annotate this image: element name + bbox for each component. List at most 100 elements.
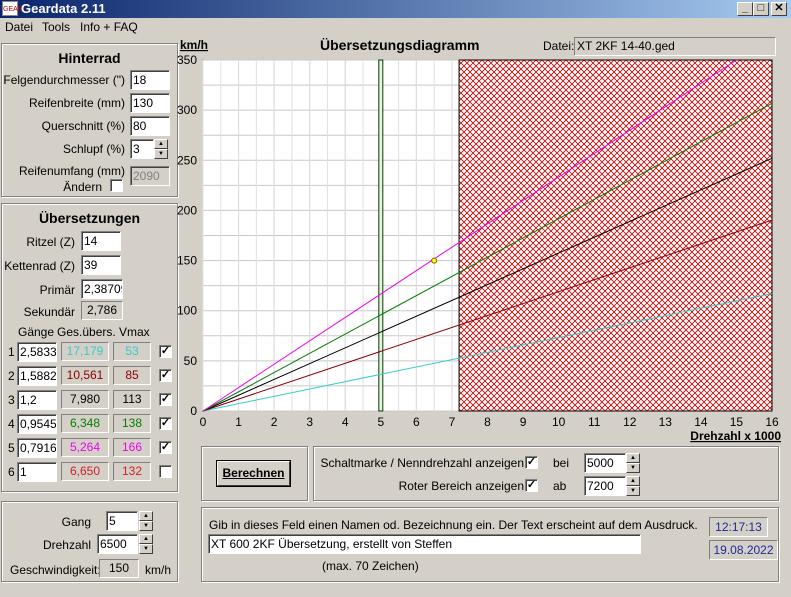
bei-spinner[interactable]: ▲ ▼ — [626, 453, 640, 473]
spin-up-icon[interactable]: ▲ — [626, 476, 640, 486]
gear-number: 2 — [8, 369, 15, 383]
breite-input[interactable]: 130 — [130, 93, 170, 113]
x-tick-label: 10 — [552, 415, 566, 429]
kettenrad-input[interactable]: 39 — [81, 255, 121, 275]
x-tick-label: 13 — [659, 415, 673, 429]
gear-number: 5 — [8, 441, 15, 455]
gang-spinner[interactable]: ▲ ▼ — [139, 511, 153, 531]
spin-down-icon[interactable]: ▼ — [139, 544, 153, 554]
bei-input[interactable]: 5000 — [584, 453, 626, 473]
y-tick-label: 0 — [190, 404, 197, 418]
schlupf-spinner[interactable]: ▲ ▼ — [154, 139, 168, 159]
uebersetzungs-chart: 0 1 2 3 4 5 6 7 8 9 10 11 12 13 14 15 160501001502002503… — [177, 38, 781, 443]
menu-info-faq[interactable]: Info + FAQ — [80, 20, 138, 34]
window-title: Geardata 2.11 — [21, 1, 106, 16]
schaltmarke-label: Schaltmarke / Nenndrehzahl anzeigen — [320, 456, 524, 470]
spin-down-icon[interactable]: ▼ — [139, 521, 153, 531]
y-tick-label: 250 — [177, 153, 197, 167]
felge-input[interactable]: 18 — [130, 70, 170, 90]
primaer-input[interactable]: 2,38709 — [81, 279, 123, 299]
col-vmax: Vmax — [119, 325, 150, 339]
gang-input[interactable]: 5 — [106, 511, 138, 531]
col-ges-uebers: Ges.übers. — [57, 325, 116, 339]
sekundaer-value: 2,786 — [81, 301, 123, 320]
time-display: 12:17:13 — [709, 517, 768, 537]
datei-value: XT 2KF 14-40.ged — [574, 37, 776, 56]
rot-checkbox[interactable]: ✓ — [525, 479, 538, 492]
umfang-label: Reifenumfang (mm) — [18, 164, 125, 178]
x-tick-label: 8 — [484, 415, 491, 429]
close-button[interactable]: ✕ — [771, 2, 787, 16]
drehzahl-spinner[interactable]: ▲ ▼ — [139, 534, 153, 554]
spin-down-icon[interactable]: ▼ — [626, 463, 640, 473]
gear-vmax-value: 53 — [113, 342, 151, 361]
x-tick-label: 11 — [588, 415, 601, 429]
x-axis-label: Drehzahl x 1000 — [690, 429, 781, 443]
y-tick-label: 300 — [177, 103, 197, 117]
spin-down-icon[interactable]: ▼ — [154, 149, 168, 159]
gear-checkbox[interactable]: ✓ — [159, 369, 172, 382]
x-tick-label: 2 — [271, 415, 278, 429]
gear-ges-value: 10,561 — [61, 366, 109, 385]
ab-input[interactable]: 7200 — [584, 476, 626, 496]
title-bar: GEAR Geardata 2.11 _ □ ✕ — [0, 0, 791, 18]
geschw-label: Geschwindigkeit: — [10, 563, 101, 577]
hint-text: Gib in dieses Feld einen Namen od. Bezei… — [209, 518, 698, 532]
x-tick-label: 3 — [306, 415, 313, 429]
max-text: (max. 70 Zeichen) — [322, 559, 419, 573]
x-tick-label: 4 — [342, 415, 349, 429]
schlupf-input[interactable]: 3 — [130, 139, 154, 159]
gear-ratio-input[interactable]: 1,58823 — [17, 366, 57, 386]
schlupf-label: Schlupf (%) — [62, 142, 125, 156]
maximize-button[interactable]: □ — [753, 2, 769, 16]
spin-up-icon[interactable]: ▲ — [626, 453, 640, 463]
menu-datei[interactable]: Datei — [5, 20, 34, 34]
shift-mark — [378, 59, 384, 412]
x-tick-label: 7 — [449, 415, 456, 429]
spin-up-icon[interactable]: ▲ — [139, 534, 153, 544]
gear-ratio-input[interactable]: 1,2 — [17, 390, 57, 410]
uebersetzungen-group: Übersetzungen Ritzel (Z) 14 Kettenrad (Z… — [1, 203, 178, 492]
spin-up-icon[interactable]: ▲ — [139, 511, 153, 521]
gear-checkbox[interactable]: ✓ — [159, 441, 172, 454]
gear-ratio-input[interactable]: 0,79166 — [17, 438, 57, 458]
felge-label: Felgendurchmesser (") — [3, 73, 125, 87]
gear-vmax-value: 85 — [113, 366, 151, 385]
gear-checkbox[interactable]: ✓ — [159, 345, 172, 358]
querschnitt-input[interactable]: 80 — [130, 116, 170, 136]
drehzahl-input[interactable]: 6500 — [97, 534, 138, 554]
ab-spinner[interactable]: ▲ ▼ — [626, 476, 640, 496]
spin-up-icon[interactable]: ▲ — [154, 139, 168, 149]
gear-ratio-input[interactable]: 2,58333 — [17, 342, 57, 362]
gear-ges-value: 17,179 — [61, 342, 109, 361]
berechnen-button[interactable]: Berechnen — [217, 461, 290, 486]
menu-tools[interactable]: Tools — [42, 20, 71, 34]
y-tick-label: 100 — [177, 304, 197, 318]
umfang-input: 2090 — [130, 166, 170, 186]
gear-checkbox[interactable] — [159, 465, 172, 478]
x-tick-label: 15 — [730, 415, 744, 429]
gear-checkbox[interactable]: ✓ — [159, 393, 172, 406]
gear-checkbox[interactable]: ✓ — [159, 417, 172, 430]
col-gaenge: Gänge — [18, 325, 55, 339]
marker-point — [431, 257, 438, 264]
minimize-button[interactable]: _ — [737, 2, 753, 16]
x-tick-label: 12 — [623, 415, 637, 429]
name-input[interactable]: XT 600 2KF Übersetzung, erstellt von Ste… — [208, 534, 641, 554]
gear-number: 1 — [8, 345, 15, 359]
app-icon: GEAR — [2, 1, 23, 16]
hinterrad-title: Hinterrad — [58, 50, 121, 66]
spin-down-icon[interactable]: ▼ — [626, 486, 640, 496]
aendern-checkbox[interactable] — [110, 179, 123, 192]
kettenrad-label: Kettenrad (Z) — [4, 259, 75, 273]
gear-ges-value: 7,980 — [61, 390, 109, 409]
x-tick-label: 16 — [765, 415, 779, 429]
gear-ratio-input[interactable]: 0,95454 — [17, 414, 57, 434]
gear-ratio-input[interactable]: 1 — [17, 462, 57, 482]
rot-label: Roter Bereich anzeigen — [398, 479, 524, 493]
schaltmarke-checkbox[interactable]: ✓ — [525, 456, 538, 469]
options-panel: Schaltmarke / Nenndrehzahl anzeigen ✓ be… — [313, 446, 779, 501]
ritzel-input[interactable]: 14 — [81, 231, 121, 251]
y-axis-label: km/h — [180, 38, 208, 52]
diagram-title: Übersetzungsdiagramm — [320, 37, 480, 53]
